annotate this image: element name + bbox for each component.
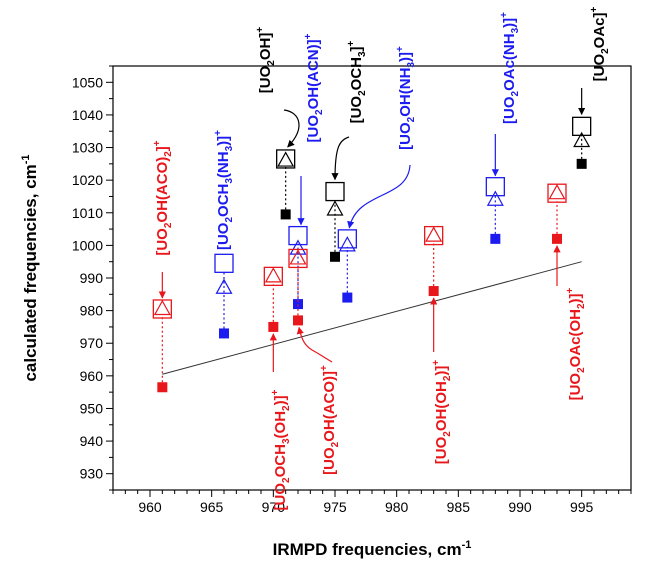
axes-layer: 960 965 970 975 980 985 990 995 930 940 950 960 970 9… [72, 65, 632, 515]
x-axis-title-text: IRMPD frequencies, cm [273, 540, 462, 559]
annotation-group: [UO2OAc(NH3)]+ [499, 12, 521, 124]
annotation-label: [UO2OH]+ [255, 27, 277, 94]
annotation-group: [UO2OAc(OH2)]+ [565, 287, 587, 400]
open-square-marker [263, 266, 283, 287]
annotation-label: [UO2OAc(NH3)]+ [499, 12, 521, 124]
fit-line [162, 261, 582, 375]
filled-square-marker [219, 328, 229, 339]
annotation-label: [UO2OCH3(NH3)]+ [213, 130, 235, 250]
y-tick-label: 1040 [72, 107, 103, 123]
filled-square-marker [576, 158, 587, 169]
open-triangle-marker [264, 267, 282, 283]
filled-square-marker [428, 286, 439, 297]
y-tick-label: 1030 [72, 140, 103, 156]
open-square-marker [337, 229, 357, 249]
annotation-label: [UO2OAc]+ [589, 6, 611, 81]
annotation-label: [UO2OH(NH3)]+ [395, 46, 417, 150]
y-tick-label: 980 [80, 303, 104, 319]
filled-square-marker [280, 209, 291, 220]
y-tick-label: 1010 [72, 205, 103, 221]
annotation-label: [UO2OH(ACO)2]+ [152, 140, 174, 255]
open-triangle-marker [153, 299, 171, 316]
filled-square-marker [342, 292, 353, 303]
annotation-group: [UO2OH]+ [255, 27, 277, 94]
open-square-marker [288, 225, 308, 246]
annotation-group: [UO2OH(ACO)2]+ [152, 140, 174, 255]
open-square-marker [152, 299, 172, 319]
y-tick-label: 950 [80, 400, 104, 416]
open-triangle-marker [573, 131, 591, 148]
y-axis-title-text: calculated frequencies, cm [21, 164, 40, 381]
y-tick-label: 1000 [72, 237, 103, 253]
annotation-group: [UO2OCH3(OH2)]+ [270, 389, 292, 510]
annotation-group: [UO2OH(ACO)]+ [319, 365, 341, 475]
filled-square-marker [552, 233, 562, 244]
y-tick-label: 990 [80, 270, 104, 286]
x-tick-label: 965 [200, 499, 224, 515]
annotation-label: [UO2OH(ACN)]+ [303, 33, 325, 142]
annotation-arrow [331, 136, 350, 181]
open-square-marker [325, 181, 345, 202]
annotation-label: [UO2OCH3(OH2)]+ [270, 389, 292, 510]
annotations-layer: [UO2OH(ACO)2]+ [UO2OCH3(NH3)]+ [UO2OH]+ [UO… [152, 6, 611, 510]
open-triangle-marker [326, 200, 344, 216]
y-axis-title: calculated frequencies, cm-1 [20, 154, 40, 381]
filled-square-marker [157, 382, 168, 393]
annotation-group: [UO2OCH3]+ [346, 40, 368, 123]
annotation-group: [UO2OH(ACN)]+ [303, 33, 325, 142]
y-tick-label: 940 [80, 433, 104, 449]
y-tick-label: 930 [80, 466, 104, 482]
open-square-marker [276, 149, 296, 169]
x-tick-label: 970 [262, 499, 286, 515]
y-tick-label: 1020 [72, 172, 103, 188]
fit-line-layer [162, 261, 582, 375]
filled-square-marker [330, 251, 340, 262]
open-square-marker [547, 183, 567, 203]
filled-square-marker [490, 233, 501, 244]
open-square-marker [424, 225, 444, 246]
annotation-label: [UO2OH(OH2)]+ [431, 360, 453, 465]
open-square-marker [214, 253, 234, 273]
annotation-label: [UO2OCH3]+ [346, 40, 368, 123]
open-square-marker [572, 116, 592, 136]
annotation-group: [UO2OAc]+ [589, 6, 611, 81]
y-tick-label: 1050 [72, 74, 103, 90]
marks-layer [152, 116, 592, 393]
y-tick-label: 960 [80, 368, 104, 384]
open-triangle-marker [289, 239, 307, 255]
x-axis-title: IRMPD frequencies, cm-1 [273, 539, 472, 559]
open-triangle-marker [338, 236, 356, 252]
filled-square-marker [268, 321, 279, 332]
open-square-marker [485, 177, 505, 197]
open-triangle-marker [486, 190, 504, 206]
y-axis-title-sup: -1 [20, 154, 32, 164]
open-triangle-marker [289, 249, 307, 265]
x-tick-label: 995 [570, 499, 594, 515]
annotation-arrow [296, 326, 333, 363]
annotation-group: [UO2OH(OH2)]+ [431, 360, 453, 465]
filled-square-marker [293, 299, 303, 310]
filled-square-marker [293, 315, 303, 326]
x-axis-title-sup: -1 [462, 539, 472, 551]
open-triangle-marker [548, 183, 566, 200]
x-tick-label: 975 [323, 499, 347, 515]
annotation-label: [UO2OAc(OH2)]+ [565, 287, 587, 400]
x-tick-label: 985 [447, 499, 471, 515]
annotation-arrow [283, 109, 300, 148]
axis-titles-layer: IRMPD frequencies, cm-1 calculated frequ… [20, 154, 471, 559]
plot-frame [112, 65, 632, 491]
annotation-group: [UO2OCH3(NH3)]+ [213, 130, 235, 250]
annotation-arrow [347, 164, 411, 229]
annotation-group: [UO2OH(NH3)]+ [395, 46, 417, 150]
x-tick-label: 990 [508, 499, 532, 515]
x-tick-label: 980 [385, 499, 409, 515]
y-tick-label: 970 [80, 335, 104, 351]
annotation-label: [UO2OH(ACO)]+ [319, 365, 341, 475]
open-triangle-marker [277, 151, 295, 167]
x-tick-label: 960 [138, 499, 162, 515]
open-triangle-marker [215, 278, 233, 294]
open-triangle-marker [425, 226, 443, 242]
